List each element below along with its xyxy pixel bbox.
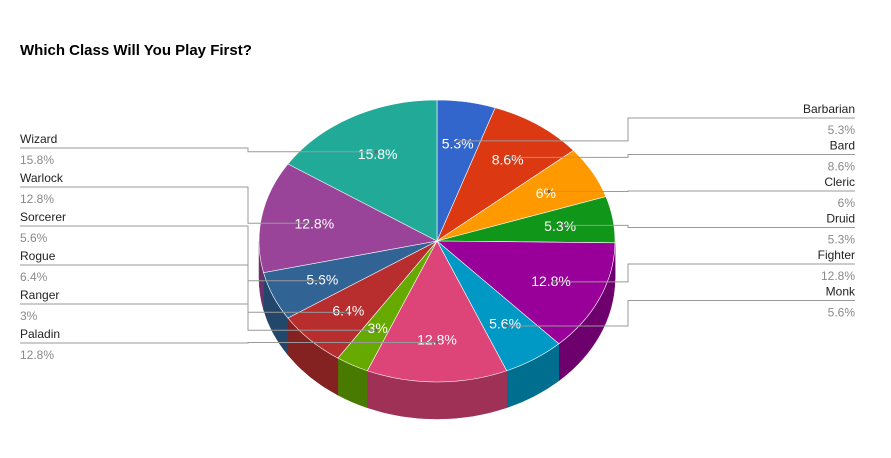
leader-dot-warlock: [309, 221, 313, 225]
slice-value-wizard: 15.8%: [358, 146, 398, 162]
slice-value-paladin: 12.8%: [417, 332, 457, 348]
slice-value-cleric: 6%: [536, 185, 556, 201]
slice-value-labels: 5.3% 8.6% 6% 5.3% 12.8% 5.6% 12.8% 3%6.4% 5.6% 12…: [294, 136, 576, 348]
legend-value-cleric: 6%: [838, 196, 856, 210]
leader-line-druid: [563, 224, 855, 228]
slice-value-warlock: 12.8%: [294, 216, 334, 232]
slice-wizard[interactable]: [287, 99, 438, 242]
legend-value-barbarian: 5.3%: [828, 123, 856, 137]
legend-value-druid: 5.3%: [828, 233, 856, 247]
leader-dot-sorcerer: [317, 279, 321, 283]
leader-dot-ranger: [374, 328, 378, 332]
legend-value-sorcerer: 5.6%: [20, 231, 48, 245]
legend-name-monk: Monk: [826, 285, 856, 299]
slice-value-druid: 5.3%: [544, 218, 576, 234]
legend-value-bard: 8.6%: [828, 160, 856, 174]
leader-line-ranger: [20, 303, 376, 331]
legend-name-paladin: Paladin: [20, 327, 60, 341]
legend-name-sorcerer: Sorcerer: [20, 210, 66, 224]
leader-line-paladin: [20, 341, 438, 344]
leader-line-fighter: [554, 263, 855, 283]
slice-value-rogue: 6.4%: [332, 302, 364, 318]
legend-name-barbarian: Barbarian: [803, 102, 855, 116]
legend-value-ranger: 3%: [20, 309, 38, 323]
slice-value-barbarian: 5.3%: [442, 136, 474, 152]
leader-line-sorcerer: [20, 225, 320, 282]
leader-line-bard: [509, 154, 855, 158]
leader-lines: [20, 117, 855, 345]
chart-title: Which Class Will You Play First?: [20, 42, 252, 59]
legend-value-wizard: 15.8%: [20, 153, 54, 167]
legend-name-wizard: Wizard: [20, 132, 57, 146]
legend-name-warlock: Warlock: [20, 171, 64, 185]
leader-dot-fighter: [552, 280, 556, 284]
slice-fighter[interactable]: [436, 240, 616, 345]
leader-line-wizard: [20, 147, 376, 153]
slice-value-fighter: 12.8%: [531, 273, 571, 289]
slice-value-monk: 5.6%: [489, 316, 521, 332]
legend-value-paladin: 12.8%: [20, 348, 54, 362]
pie-slices: [258, 99, 616, 383]
slice-value-sorcerer: 5.6%: [306, 272, 338, 288]
leader-line-warlock: [20, 186, 311, 224]
leader-dot-cleric: [547, 189, 551, 194]
leader-dot-barbarian: [456, 139, 460, 143]
leader-line-barbarian: [458, 117, 855, 142]
leader-line-cleric: [548, 190, 855, 193]
legend-name-rogue: Rogue: [20, 249, 56, 263]
leader-line-monk: [507, 300, 855, 327]
slice-value-ranger: 3%: [368, 320, 388, 336]
legend-name-bard: Bard: [830, 139, 855, 153]
leader-dot-bard: [508, 155, 512, 159]
leader-dot-monk: [505, 324, 509, 328]
slice-value-bard: 8.6%: [492, 152, 524, 168]
slice-paladin[interactable]: [366, 240, 508, 383]
legend-name-cleric: Cleric: [824, 175, 855, 189]
legend-name-ranger: Ranger: [20, 288, 59, 302]
leader-dot-rogue: [344, 310, 348, 314]
slice-legend-labels: Barbarian5.3%Bard8.6%Cleric6%Druid5.3%Fi…: [20, 102, 856, 362]
legend-value-rogue: 6.4%: [20, 270, 48, 284]
legend-value-fighter: 12.8%: [821, 269, 855, 283]
slice-warlock[interactable]: [258, 163, 438, 273]
legend-value-monk: 5.6%: [828, 306, 856, 320]
leader-dot-druid: [562, 223, 566, 228]
legend-name-fighter: Fighter: [818, 248, 855, 262]
legend-value-warlock: 12.8%: [20, 192, 54, 206]
legend-name-druid: Druid: [826, 212, 855, 226]
leader-dot-paladin: [435, 340, 439, 345]
leader-line-rogue: [20, 264, 346, 313]
leader-dot-wizard: [374, 150, 378, 154]
